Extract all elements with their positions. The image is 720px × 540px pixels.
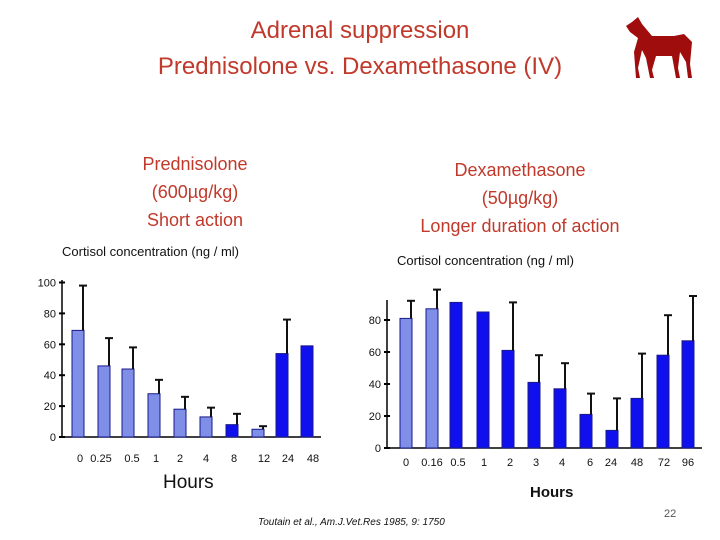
right-y-tick-label: 80 bbox=[369, 315, 381, 327]
left-y-tick-label: 60 bbox=[44, 339, 56, 351]
left-bar bbox=[121, 368, 135, 438]
left-x-tick-label: 48 bbox=[307, 453, 319, 465]
left-heading: Prednisolone (600µg/kg) Short action bbox=[105, 150, 285, 234]
right-heading-dose: (50µg/kg) bbox=[481, 188, 559, 208]
right-bar bbox=[425, 308, 439, 449]
right-bar bbox=[605, 429, 619, 449]
right-x-tick-label: 1 bbox=[481, 457, 487, 469]
left-bar bbox=[173, 408, 187, 438]
right-ylabel: Cortisol concentration (ng / ml) bbox=[397, 253, 575, 268]
left-bar bbox=[225, 424, 239, 438]
right-bar bbox=[449, 301, 463, 449]
right-heading-note: Longer duration of action bbox=[420, 216, 620, 236]
horse-icon bbox=[622, 12, 700, 82]
right-heading-drug: Dexamethasone bbox=[454, 160, 586, 180]
left-x-tick-label: 12 bbox=[258, 453, 270, 465]
left-bar bbox=[147, 393, 161, 438]
left-y-tick-label: 0 bbox=[50, 432, 56, 444]
right-bar bbox=[476, 311, 490, 449]
right-y-tick-label: 40 bbox=[369, 379, 381, 391]
left-x-tick-label: 2 bbox=[177, 453, 183, 465]
left-y-tick-label: 80 bbox=[44, 308, 56, 320]
right-x-tick-label: 0 bbox=[403, 457, 409, 469]
right-bar bbox=[501, 349, 515, 449]
left-xlabel: Hours bbox=[163, 472, 214, 493]
left-y-tick-label: 100 bbox=[38, 278, 56, 290]
left-bar bbox=[251, 428, 265, 438]
left-x-tick-label: 0 bbox=[77, 453, 83, 465]
right-bar bbox=[681, 340, 695, 449]
right-bar bbox=[579, 413, 593, 449]
right-x-tick-label: 6 bbox=[587, 457, 593, 469]
left-bar bbox=[275, 353, 289, 438]
right-xlabel: Hours bbox=[530, 484, 574, 501]
left-bar bbox=[300, 345, 314, 438]
right-x-tick-label: 96 bbox=[682, 457, 694, 469]
left-y-tick-label: 40 bbox=[44, 370, 56, 382]
right-x-tick-label: 48 bbox=[631, 457, 643, 469]
right-heading: Dexamethasone (50µg/kg) Longer duration … bbox=[380, 156, 660, 240]
left-x-tick-label: 1 bbox=[153, 453, 159, 465]
left-x-tick-label: 4 bbox=[203, 453, 209, 465]
right-x-tick-label: 4 bbox=[559, 457, 565, 469]
right-bar bbox=[553, 388, 567, 449]
left-heading-dose: (600µg/kg) bbox=[151, 182, 239, 202]
right-bar bbox=[399, 317, 413, 449]
left-heading-note: Short action bbox=[146, 210, 244, 230]
left-y-tick-label: 20 bbox=[44, 401, 56, 413]
page-number: 22 bbox=[664, 508, 677, 520]
left-x-tick-label: 0.25 bbox=[90, 453, 111, 465]
slide-title-line2: Prednisolone vs. Dexamethasone (IV) bbox=[157, 53, 563, 80]
right-x-tick-label: 0.5 bbox=[450, 457, 465, 469]
right-x-tick-label: 24 bbox=[605, 457, 617, 469]
right-bar bbox=[527, 381, 541, 449]
right-x-tick-label: 72 bbox=[658, 457, 670, 469]
right-bar bbox=[656, 354, 670, 449]
right-x-tick-label: 0.16 bbox=[421, 457, 442, 469]
right-x-tick-label: 3 bbox=[533, 457, 539, 469]
right-y-tick-label: 60 bbox=[369, 347, 381, 359]
right-bar bbox=[630, 397, 644, 449]
left-x-tick-label: 8 bbox=[231, 453, 237, 465]
right-y-tick-label: 0 bbox=[375, 443, 381, 455]
left-bar bbox=[199, 416, 213, 438]
left-bar bbox=[71, 329, 85, 438]
left-bar bbox=[97, 365, 111, 438]
right-x-tick-label: 2 bbox=[507, 457, 513, 469]
right-y-tick-label: 20 bbox=[369, 411, 381, 423]
slide-title-line1: Adrenal suppression bbox=[250, 17, 470, 44]
left-x-tick-label: 0.5 bbox=[124, 453, 139, 465]
citation: Toutain et al., Am.J.Vet.Res 1985, 9: 17… bbox=[258, 517, 445, 528]
left-x-tick-label: 24 bbox=[282, 453, 294, 465]
left-heading-drug: Prednisolone bbox=[142, 154, 248, 174]
left-ylabel: Cortisol concentration (ng / ml) bbox=[62, 244, 240, 259]
